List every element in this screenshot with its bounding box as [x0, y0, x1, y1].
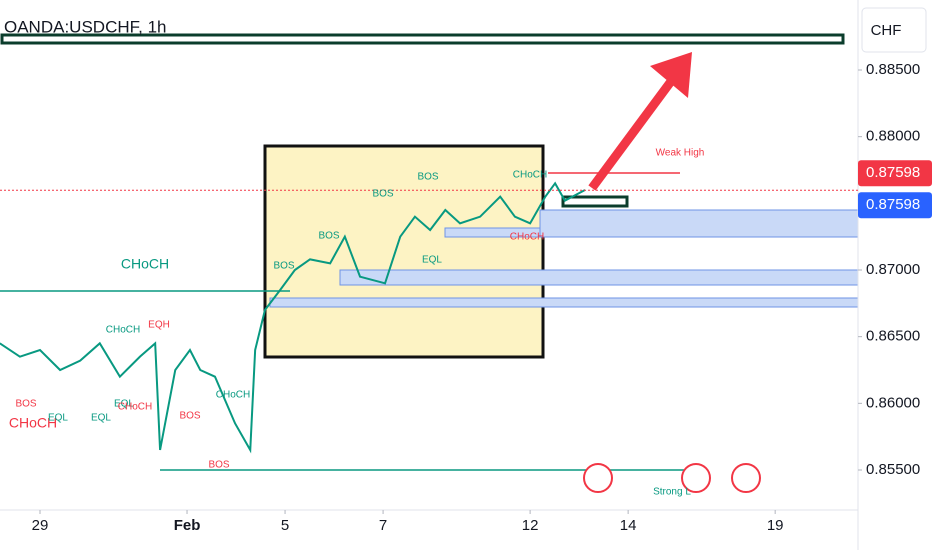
demand-zone	[269, 297, 859, 308]
chart-title: OANDA:USDCHF, 1h	[4, 17, 166, 36]
price-tag-label: 0.87598	[866, 196, 920, 213]
annotation: CHoCH	[510, 232, 544, 243]
annotation: EQH	[148, 320, 170, 331]
x-tick-label: 7	[379, 517, 387, 534]
price-tag	[858, 192, 932, 219]
annotation: Weak High	[656, 148, 705, 159]
annotation: BOS	[372, 189, 393, 200]
x-tick-label: Feb	[174, 517, 201, 534]
x-tick-label: 14	[620, 517, 637, 534]
annotation: EQL	[91, 413, 111, 424]
annotation: CHoCH	[513, 170, 547, 181]
annotation: BOS	[179, 411, 200, 422]
annotation: EQL	[422, 255, 442, 266]
arrow-head	[650, 52, 692, 98]
demand-zone	[339, 269, 859, 286]
x-tick-label: 29	[32, 517, 49, 534]
annotation: CHoCH	[9, 415, 57, 431]
y-tick-label: 0.87000	[866, 261, 920, 278]
annotation: CHoCH	[216, 390, 250, 401]
annotation: CHoCH	[106, 325, 140, 336]
annotation: EQL	[48, 413, 68, 424]
x-tick-label: 5	[281, 517, 289, 534]
x-tick-label: 12	[522, 517, 539, 534]
y-tick-label: 0.86500	[866, 328, 920, 345]
range-box	[263, 144, 545, 359]
price-tag-label: 0.87598	[866, 164, 920, 181]
target-box	[0, 33, 845, 45]
annotation: BOS	[417, 172, 438, 183]
x-tick-label: 19	[767, 517, 784, 534]
annotation: CHoCH	[121, 256, 169, 272]
annotation: EQL	[114, 399, 134, 410]
event-icon	[731, 463, 761, 493]
annotation: BOS	[15, 399, 36, 410]
y-tick-label: 0.88500	[866, 61, 920, 78]
event-icon	[583, 463, 613, 493]
demand-zone	[444, 227, 541, 238]
annotation: BOS	[273, 261, 294, 272]
annotation: Strong L	[653, 487, 691, 498]
annotation: BOS	[318, 231, 339, 242]
annotation: BOS	[208, 460, 229, 471]
event-icon	[681, 463, 711, 493]
currency-box	[861, 7, 927, 53]
y-tick-label: 0.85500	[866, 461, 920, 478]
event-icons	[583, 463, 761, 493]
entry-box	[561, 195, 629, 208]
demand-zone	[539, 209, 859, 238]
price-line	[0, 181, 586, 454]
arrow-shaft	[588, 77, 676, 191]
currency-label: CHF	[871, 22, 902, 39]
annotation: CHoCH	[118, 402, 152, 413]
y-tick-label: 0.86000	[866, 394, 920, 411]
price-tag	[858, 160, 932, 187]
y-tick-label: 0.88000	[866, 128, 920, 145]
